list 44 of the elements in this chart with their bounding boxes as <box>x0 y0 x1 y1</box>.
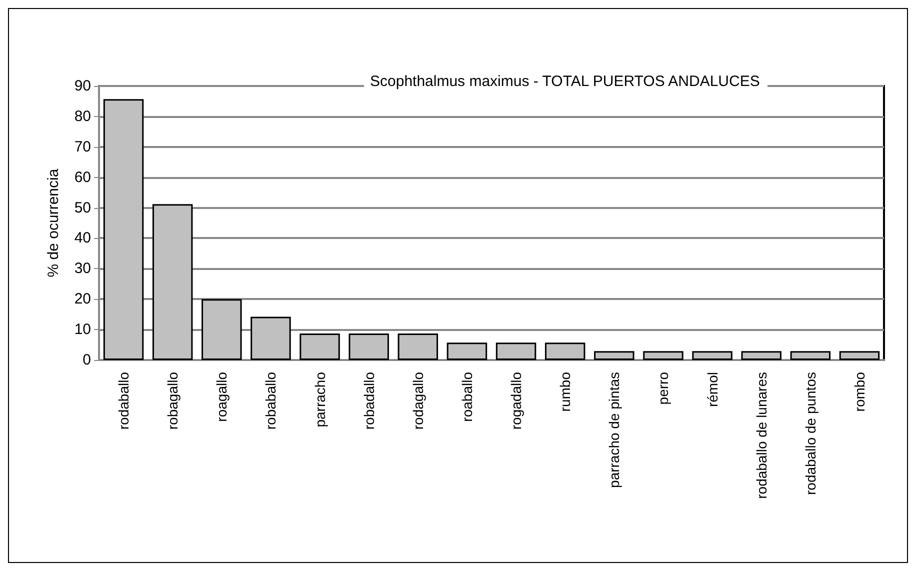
bar <box>348 334 389 360</box>
bar <box>544 342 586 360</box>
y-tick-label: 60 <box>74 168 91 186</box>
bar <box>790 351 831 360</box>
bar <box>152 204 193 360</box>
x-tick-label: rombo <box>851 372 868 412</box>
chart-title: Scophthalmus maximus - TOTAL PUERTOS ANDALUCES <box>370 73 760 90</box>
x-tick-label: rodagallo <box>410 372 426 430</box>
y-tick-label: 90 <box>74 78 91 94</box>
bar <box>741 351 782 360</box>
x-tick-label: rodaballo <box>116 372 132 430</box>
x-tick-label: roaballo <box>458 372 475 422</box>
bar <box>692 351 732 360</box>
y-tick-label: 20 <box>74 290 91 308</box>
x-tick-label: rémol <box>704 372 720 408</box>
bar <box>300 334 340 360</box>
bar <box>643 351 684 360</box>
x-tick-label: rodaballo de lunares <box>753 372 770 499</box>
y-tick-label: 70 <box>74 138 91 156</box>
y-axis-title: % de ocurrencia <box>45 168 62 278</box>
bar <box>202 299 242 360</box>
x-tick-label: robadallo <box>360 372 377 430</box>
bar <box>103 99 144 360</box>
y-tick-label: 50 <box>74 199 91 216</box>
x-tick-label: rumbo <box>557 372 574 412</box>
y-tick-label: 80 <box>74 108 91 125</box>
x-tick-label: robaballo <box>262 372 279 430</box>
x-tick-label: parracho de pintas <box>606 372 622 488</box>
x-tick-label: parracho <box>312 372 328 428</box>
bar <box>250 316 291 360</box>
bar <box>446 342 488 360</box>
bar <box>839 351 880 360</box>
y-tick-label: 10 <box>74 321 91 338</box>
bar <box>594 351 634 360</box>
y-tick-label: 30 <box>74 260 91 278</box>
x-tick-label: rogadallo <box>508 372 524 430</box>
x-tick-label: roagallo <box>214 372 230 422</box>
bar <box>496 342 536 360</box>
bar <box>398 334 438 360</box>
x-tick-label: robagallo <box>164 372 181 430</box>
x-tick-label: perro <box>655 372 672 405</box>
y-tick-label: 40 <box>74 230 91 247</box>
y-tick-label: 0 <box>82 352 91 368</box>
x-tick-label: rodaballo de puntos <box>802 372 818 495</box>
